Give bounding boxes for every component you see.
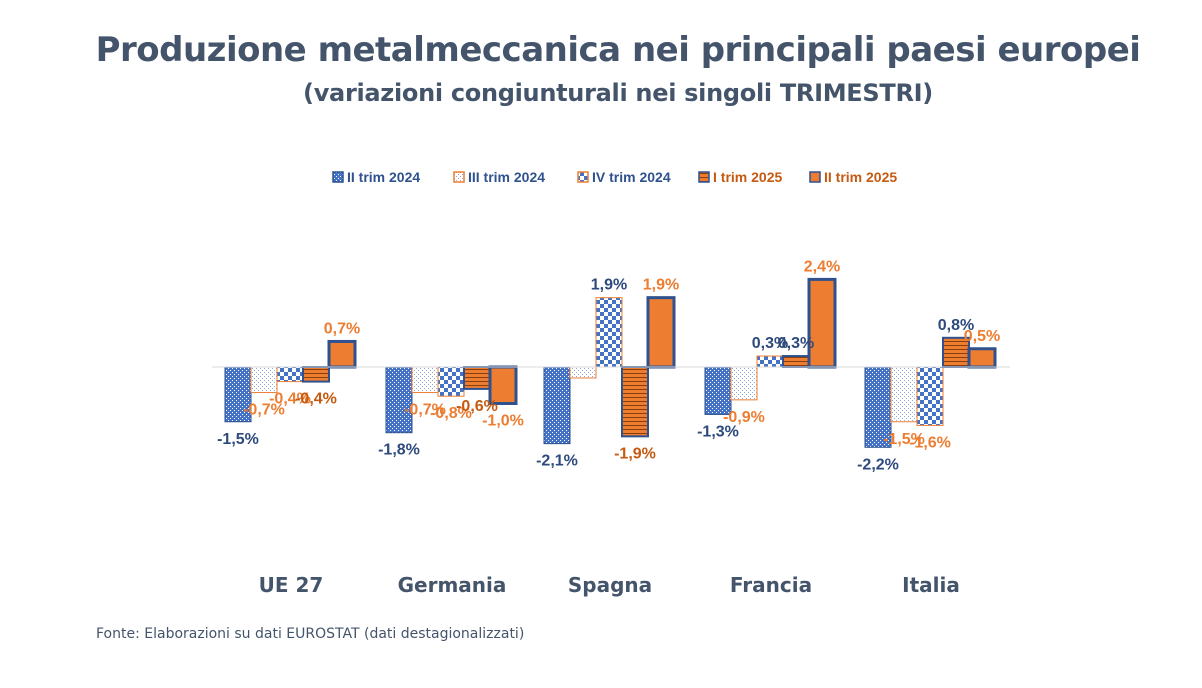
- legend-swatch: [698, 171, 710, 183]
- legend-item: IV trim 2024: [577, 169, 671, 185]
- bar: [916, 366, 944, 426]
- legend-swatch: [809, 171, 821, 183]
- data-label: -1,5%: [883, 431, 925, 448]
- data-label: -0,4%: [295, 391, 337, 408]
- category-label: Spagna: [568, 573, 652, 597]
- bar: [646, 296, 676, 369]
- category-labels-layer: UE 27 Germania Spagna Francia Italia: [259, 573, 960, 597]
- legend-label: IV trim 2024: [592, 169, 671, 185]
- legend: II trim 2024 III trim 2024 IV trim 2024 I t…: [332, 169, 897, 185]
- bar: [807, 277, 837, 369]
- legend-item: II trim 2024: [332, 169, 420, 185]
- legend-swatch: [332, 171, 344, 183]
- data-label: 0,3%: [752, 335, 788, 352]
- bar: [488, 365, 518, 405]
- bar: [385, 366, 413, 434]
- legend-item: II trim 2025: [809, 169, 897, 185]
- bar: [621, 366, 649, 438]
- bar: [327, 339, 357, 369]
- legend-item: I trim 2025: [698, 169, 782, 185]
- category-label: Germania: [398, 573, 507, 597]
- bar: [411, 366, 439, 394]
- legend-item: III trim 2024: [453, 169, 545, 185]
- data-label: -0,4%: [269, 391, 311, 408]
- legend-swatch: [453, 171, 465, 183]
- data-label: -0,6%: [456, 398, 498, 415]
- bar: [704, 366, 732, 415]
- data-label: 0,8%: [938, 317, 974, 334]
- bar: [890, 366, 918, 423]
- category-label: UE 27: [259, 573, 324, 597]
- data-label: -0,7%: [404, 402, 446, 419]
- bar: [543, 366, 571, 445]
- source-note: Fonte: Elaborazioni su dati EUROSTAT (da…: [96, 626, 525, 642]
- data-label: -2,2%: [857, 456, 899, 473]
- data-label: 0,5%: [964, 328, 1000, 345]
- bars-layer: [224, 277, 997, 448]
- data-label: -0,7%: [243, 402, 285, 419]
- bar: [756, 355, 784, 368]
- legend-label: III trim 2024: [468, 169, 545, 185]
- data-label: -1,3%: [697, 423, 739, 440]
- bar: [782, 355, 810, 368]
- data-label: -1,6%: [909, 434, 951, 451]
- bar: [437, 366, 465, 397]
- category-label: Francia: [730, 573, 812, 597]
- data-label: -1,5%: [217, 431, 259, 448]
- data-label: 1,9%: [591, 277, 627, 294]
- data-label: -1,0%: [482, 413, 524, 430]
- data-labels-layer: -1,5%-0,7%-0,4%-0,4%0,7%-1,8%-0,7%-0,8%-…: [217, 258, 1000, 473]
- bar: [967, 347, 997, 369]
- bar: [276, 366, 304, 383]
- bar: [302, 366, 330, 383]
- bar: [569, 366, 597, 379]
- bar: [595, 297, 623, 368]
- legend-label: II trim 2025: [824, 169, 897, 185]
- chart-subtitle: (variazioni congiunturali nei singoli TR…: [303, 79, 933, 107]
- data-label: -0,9%: [723, 409, 765, 426]
- legend-label: I trim 2025: [713, 169, 782, 185]
- data-label: 0,3%: [778, 335, 814, 352]
- category-label: Italia: [902, 573, 960, 597]
- data-label: 2,4%: [804, 258, 840, 275]
- data-label: 1,9%: [643, 277, 679, 294]
- data-label: 0,7%: [324, 320, 360, 337]
- legend-swatch: [577, 171, 589, 183]
- data-label: -1,9%: [614, 445, 656, 462]
- chart-title: Produzione metalmeccanica nei principali…: [95, 30, 1141, 70]
- bar: [250, 366, 278, 394]
- data-label: -2,1%: [536, 453, 578, 470]
- legend-label: II trim 2024: [347, 169, 420, 185]
- data-label: -0,8%: [430, 405, 472, 422]
- data-label: -1,8%: [378, 442, 420, 459]
- bar: [730, 366, 758, 401]
- bar: [463, 366, 491, 390]
